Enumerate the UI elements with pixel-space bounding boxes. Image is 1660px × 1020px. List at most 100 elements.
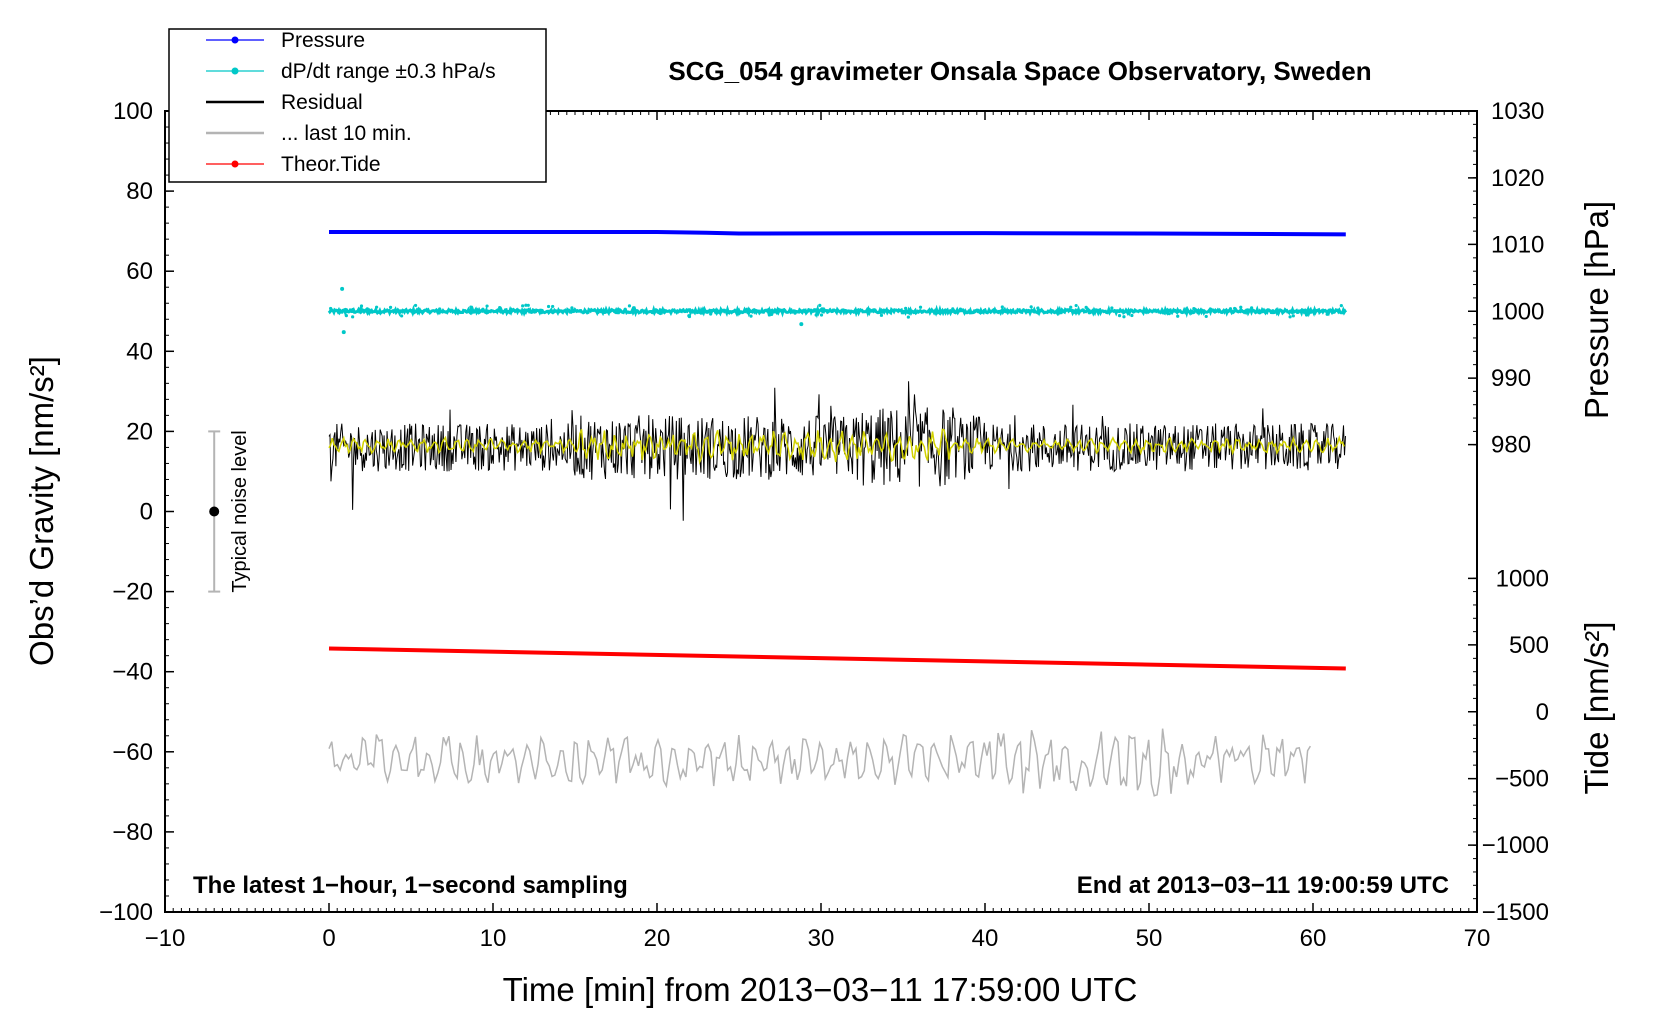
dpdt-point (1069, 305, 1073, 309)
dpdt-point (365, 307, 369, 311)
dpdt-point (819, 313, 824, 317)
dpdt-point (1087, 311, 1091, 315)
dpdt-point (1339, 304, 1343, 308)
dpdt-point (1228, 307, 1233, 311)
dpdt-point (469, 305, 473, 309)
tide-tick-label: −500 (1495, 766, 1549, 793)
dpdt-point (344, 314, 348, 318)
dpdt-point (774, 310, 778, 314)
x-tick-label: 20 (644, 925, 671, 952)
x-tick-label: 60 (1300, 925, 1327, 952)
dpdt-point (1176, 314, 1180, 318)
pressure-line (329, 229, 1346, 237)
pressure-tick-label: 1000 (1491, 298, 1544, 325)
dpdt-point (507, 310, 512, 314)
legend-swatch-marker (231, 36, 239, 44)
y-tick-label: 40 (126, 338, 153, 365)
dpdt-point (438, 307, 442, 311)
dpdt-point (1122, 315, 1126, 319)
tide-tick-label: 500 (1509, 632, 1549, 659)
dpdt-point (709, 310, 713, 314)
dpdt-point (913, 310, 917, 315)
dpdt-point (623, 307, 627, 311)
dpdt-point (436, 310, 440, 314)
dpdt-point (918, 305, 923, 309)
dpdt-point (1192, 306, 1196, 311)
series-layer (327, 229, 1348, 797)
legend: Pressure dP/dt range ±0.3 hPa/s Residual..… (168, 28, 547, 183)
dpdt-point (749, 314, 753, 318)
dpdt-point (481, 307, 485, 311)
dpdt-point (1036, 306, 1040, 310)
dpdt-point (413, 303, 418, 308)
y-axis-left-label: Obs’d Gravity [nm/s²] (23, 356, 60, 666)
dpdt-point (388, 305, 393, 309)
annotation-end-time: End at 2013−03−11 19:00:59 UTC (1077, 872, 1449, 899)
dpdt-point (1288, 315, 1292, 319)
pressure-tick-label: 990 (1491, 365, 1531, 392)
dpdt-point (400, 314, 404, 318)
dpdt-point (1130, 313, 1134, 318)
y-tick-label: 80 (126, 178, 153, 205)
y-tick-label: −40 (112, 659, 153, 686)
y-tick-label: −60 (112, 739, 153, 766)
dpdt-point (329, 306, 333, 311)
legend-label: Pressure (281, 29, 365, 52)
dpdt-point (662, 308, 666, 312)
dpdt-point (1250, 306, 1254, 310)
x-tick-label: 50 (1136, 925, 1163, 952)
dpdt-point (879, 313, 884, 317)
y-tick-label: 100 (113, 98, 153, 125)
x-tick-label: 70 (1464, 925, 1491, 952)
dpdt-point (814, 313, 818, 317)
tide-tick-label: 0 (1536, 699, 1549, 726)
x-axis-ticks: −10 0 10 20 30 40 50 60 70 (145, 111, 1491, 952)
dpdt-point (904, 306, 908, 310)
y-tick-label: 0 (140, 499, 153, 526)
dpdt-point (1291, 314, 1295, 318)
y-tick-label: −100 (99, 899, 153, 926)
dpdt-point (698, 309, 703, 314)
tide-axis-ticks: 1000 500 0 −500 −1000 −1500 (1468, 565, 1549, 926)
legend-label: Theor.Tide (281, 153, 381, 176)
tide-axis-label: Tide [nm/s²] (1578, 622, 1615, 795)
dpdt-point (546, 304, 551, 309)
dpdt-point (1239, 305, 1243, 309)
dpdt-point (866, 310, 870, 314)
dpdt-point (1208, 307, 1213, 311)
dpdt-point (687, 314, 691, 318)
pressure-tick-label: 980 (1491, 432, 1531, 459)
dpdt-point (498, 306, 502, 310)
pressure-axis-ticks: 1030 1020 1010 1000 990 980 (1468, 98, 1544, 459)
dpdt-point (1204, 314, 1208, 319)
dpdt-point (1325, 312, 1329, 316)
noise-bar-label: Typical noise level (229, 430, 251, 592)
y-axis-left-ticks: 100 80 60 40 20 0 −20 −40 −60 −80 −100 (99, 98, 174, 926)
dpdt-point (1005, 309, 1009, 313)
pressure-tick-label: 1010 (1491, 231, 1544, 258)
chart-title: SCG_054 gravimeter Onsala Space Observat… (668, 56, 1371, 86)
annotation-sampling: The latest 1−hour, 1−second sampling (193, 872, 628, 899)
x-tick-label: 40 (972, 925, 999, 952)
dpdt-point (958, 307, 963, 311)
legend-items: Pressure dP/dt range ±0.3 hPa/s Residual..… (206, 29, 496, 176)
tide-tick-label: −1500 (1482, 899, 1549, 926)
dpdt-point (351, 307, 355, 312)
dpdt-point (341, 330, 346, 335)
tide-tick-label: 1000 (1496, 565, 1549, 592)
dpdt-point (906, 315, 910, 319)
y-tick-label: 20 (126, 418, 153, 445)
pressure-tick-label: 1030 (1491, 98, 1544, 125)
dpdt-point (1084, 305, 1088, 309)
last-10-min-line (328, 728, 1312, 797)
dpdt-point (340, 286, 345, 291)
dpdt-point (1029, 305, 1033, 309)
residual-smoothed-line (328, 428, 1345, 465)
tide-line (328, 646, 1346, 671)
dpdt-point (1074, 303, 1078, 308)
y-tick-label: 60 (126, 258, 153, 285)
dpdt-point (524, 303, 528, 307)
dpdt-point (799, 322, 804, 327)
dpdt-point (793, 311, 797, 315)
